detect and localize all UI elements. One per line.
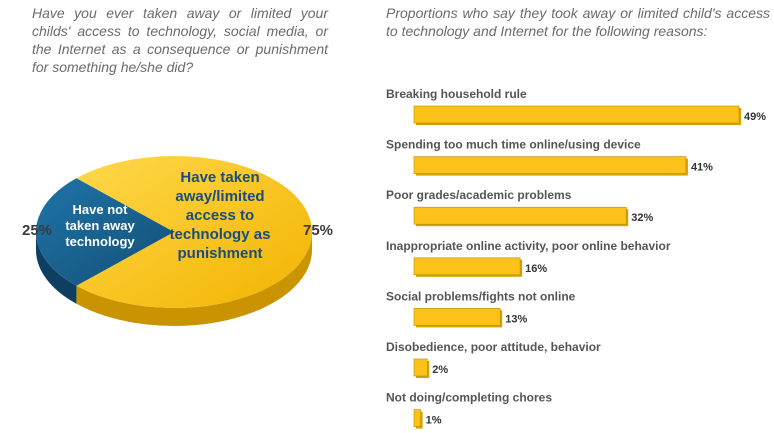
bar-category-label: Social problems/fights not online <box>386 289 576 303</box>
bar-value-label: 32% <box>631 212 653 224</box>
pie-slice-side-not-taken <box>36 232 77 304</box>
bar <box>413 409 421 427</box>
pie-label-line: Have taken <box>180 169 259 186</box>
bar <box>413 206 627 225</box>
bar <box>413 308 501 326</box>
bar <box>413 358 428 377</box>
pie-label-line: punishment <box>178 245 263 262</box>
pie-value-not-taken: 25% <box>22 222 52 239</box>
bar-value-label: 2% <box>432 364 448 376</box>
bar-value-label: 13% <box>505 313 527 325</box>
pie-label-line: technology as <box>170 226 271 243</box>
bar-chart: Breaking household rule 49% Spending too m… <box>386 87 766 429</box>
bar-category-label: Not doing/completing chores <box>386 391 552 405</box>
bar-category-label: Breaking household rule <box>386 87 527 101</box>
bar <box>413 105 740 124</box>
bar-category-label: Inappropriate online activity, poor onli… <box>386 239 671 253</box>
pie-label-line: access to <box>186 207 254 224</box>
pie-label-line: technology <box>65 234 135 249</box>
bar-value-label: 41% <box>691 162 713 174</box>
bar <box>413 156 687 174</box>
pie-slice-side-taken-away <box>76 232 312 326</box>
pie-slice-not-taken <box>36 178 175 286</box>
pie-label-line: Have not <box>73 202 129 217</box>
bar-category-label: Spending too much time online/using devi… <box>386 138 641 152</box>
bar-category-label: Disobedience, poor attitude, behavior <box>386 340 601 354</box>
pie-label-taken-away: Have taken away/limited access to technolog… <box>170 169 271 262</box>
bar-value-label: 1% <box>426 415 442 427</box>
pie-slice-taken-away <box>76 156 312 308</box>
pie-label-not-taken: Have not taken away technology <box>65 202 135 249</box>
pie-value-taken-away: 75% <box>303 222 333 239</box>
bar <box>413 257 521 276</box>
bar-category-label: Poor grades/academic problems <box>386 188 572 202</box>
pie-label-line: away/limited <box>175 188 264 205</box>
bar-value-label: 16% <box>525 263 547 275</box>
bar-chart-prompt: Proportions who say they took away or li… <box>386 5 770 39</box>
pie-label-line: taken away <box>65 218 135 233</box>
survey-question: Have you ever taken away or limited your… <box>32 5 328 75</box>
bar-value-label: 49% <box>744 111 766 123</box>
pie-chart: Have not taken away technology Have taken a… <box>22 156 333 326</box>
